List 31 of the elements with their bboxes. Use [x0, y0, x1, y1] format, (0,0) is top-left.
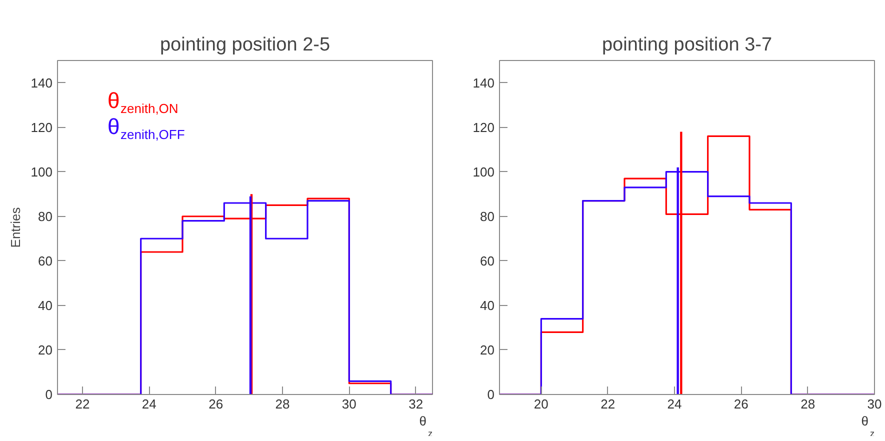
x-tick-label: 22 [600, 396, 616, 412]
y-tick-label: 100 [30, 164, 53, 180]
y-tick-label: 40 [38, 298, 53, 313]
y-tick-label: 0 [487, 387, 495, 402]
x-tick-label: 24 [142, 396, 156, 412]
y-tick-label: 100 [472, 164, 495, 180]
y-tick-label: 20 [480, 342, 495, 358]
y-tick-label: 140 [30, 75, 53, 90]
y-tick-label: 20 [38, 342, 53, 358]
y-tick-label: 120 [30, 120, 53, 135]
y-tick-label: 0 [45, 387, 53, 402]
y-axis-title: Entries [8, 206, 23, 248]
x-tick-label: 24 [667, 396, 682, 412]
x-tick-label: 30 [867, 396, 882, 412]
x-tick-label: 28 [800, 396, 816, 412]
x-tick-label: 32 [408, 396, 424, 412]
y-tick-label: 60 [38, 253, 53, 268]
x-tick-label: 20 [534, 396, 548, 412]
x-tick-label: 26 [734, 396, 748, 412]
chart-title: pointing position 3-7 [602, 34, 772, 56]
x-tick-label: 28 [275, 396, 290, 412]
chart-title: pointing position 2-5 [160, 34, 330, 56]
y-tick-label: 40 [480, 298, 495, 313]
x-tick-label: 30 [342, 396, 356, 412]
x-tick-label: 26 [208, 396, 224, 412]
y-tick-label: 140 [472, 75, 495, 90]
x-tick-label: 22 [75, 396, 90, 412]
y-tick-label: 60 [480, 253, 495, 268]
y-tick-label: 120 [472, 120, 495, 135]
y-tick-label: 80 [480, 208, 495, 224]
y-tick-label: 80 [38, 208, 53, 224]
